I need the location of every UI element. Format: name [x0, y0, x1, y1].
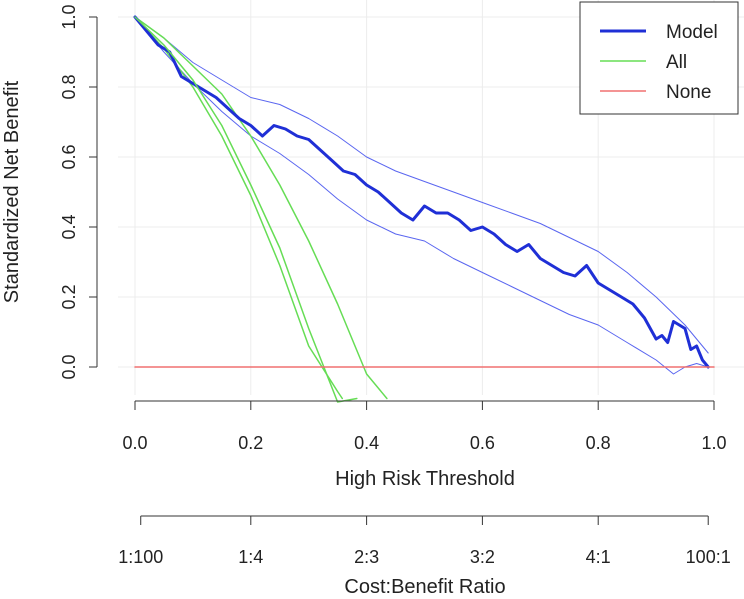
secondary-x-axis: 1:100 1:4 2:3 3:2 4:1 100:1 [118, 515, 731, 567]
secondary-tick-label-3: 3:2 [470, 547, 495, 567]
series-line-all-upper-ci [134, 16, 388, 400]
x-tick-label-3: 0.6 [470, 433, 495, 453]
y-tick-label-1: 0.2 [59, 284, 79, 309]
x-tick-label-1: 0.2 [238, 433, 263, 453]
legend-box [579, 1, 739, 115]
y-tick-label-5: 1.0 [59, 4, 79, 29]
legend-label-none: None [666, 82, 711, 103]
series-line-all-lower-ci [134, 16, 344, 400]
y-tick-label-2: 0.4 [59, 214, 79, 239]
series-layer [133, 15, 715, 403]
y-axis-title: Standardized Net Benefit [1, 80, 23, 303]
x-tick-label-2: 0.4 [354, 433, 379, 453]
secondary-axis-title: Cost:Benefit Ratio [344, 576, 505, 598]
x-tick-label-4: 0.8 [586, 433, 611, 453]
legend-label-model: Model [666, 22, 718, 43]
secondary-tick-label-0: 1:100 [118, 547, 163, 567]
series-line-model [133, 15, 710, 369]
series-line-model-lower-ci [134, 16, 709, 375]
y-tick-label-3: 0.6 [59, 144, 79, 169]
secondary-tick-label-2: 2:3 [354, 547, 379, 567]
x-axis-title: High Risk Threshold [335, 468, 515, 490]
secondary-tick-label-1: 1:4 [238, 547, 263, 567]
y-tick-label-0: 0.0 [59, 354, 79, 379]
legend: Model All None [579, 1, 739, 115]
x-tick-label-5: 1.0 [701, 433, 726, 453]
legend-label-all: All [666, 52, 687, 73]
y-axis: 0.0 0.2 0.4 0.6 0.8 1.0 [59, 4, 98, 380]
x-axis: 0.0 0.2 0.4 0.6 0.8 1.0 [122, 400, 727, 453]
secondary-tick-label-4: 4:1 [586, 547, 611, 567]
series-line-model-upper-ci [134, 16, 709, 354]
legend-items: Model All None [600, 22, 718, 103]
y-tick-label-4: 0.8 [59, 74, 79, 99]
secondary-tick-label-5: 100:1 [686, 547, 731, 567]
x-tick-label-0: 0.0 [122, 433, 147, 453]
series-line-all [134, 16, 358, 403]
